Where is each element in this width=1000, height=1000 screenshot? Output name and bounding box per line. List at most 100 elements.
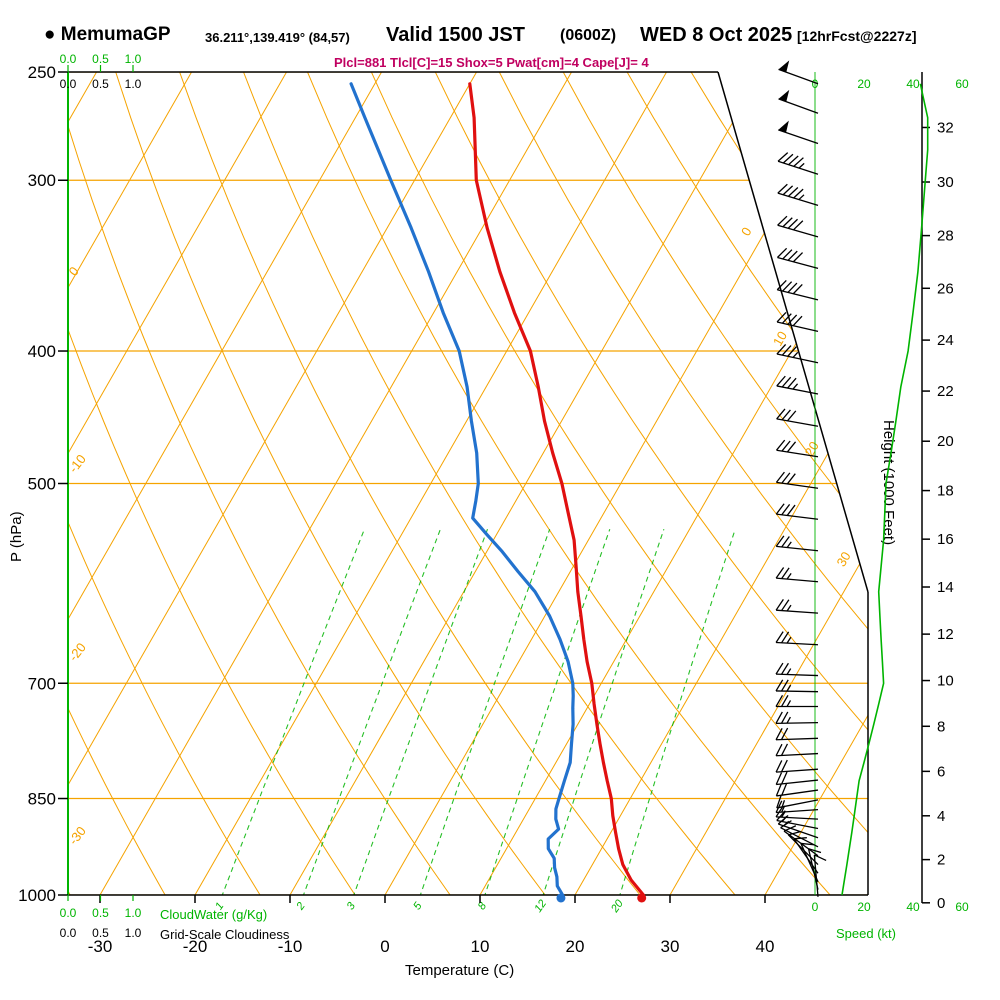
dry-adiabat-line — [307, 72, 857, 895]
cloudwater-scale-label: 0.5 — [92, 906, 109, 920]
dry-adiabat-line — [434, 72, 868, 895]
station-name: MemumaGP — [60, 24, 171, 45]
adiabat-label: -30 — [66, 824, 89, 848]
mixing-ratio-label: 8 — [476, 900, 490, 913]
wind-barb — [778, 89, 819, 114]
height-tick-label: 10 — [937, 673, 954, 690]
pressure-tick-label: 300 — [28, 171, 56, 190]
dry-adiabat-line — [626, 72, 868, 895]
dry-adiabat-line — [115, 72, 568, 895]
mixing-ratio-line — [619, 529, 736, 895]
params-line: Plcl=881 Tlcl[C]=15 Shox=5 Pwat[cm]=4 Ca… — [334, 55, 649, 70]
pressure-tick-label: 250 — [28, 63, 56, 82]
pressure-tick-label: 400 — [28, 342, 56, 361]
wind-barb — [775, 771, 819, 786]
cloudwater-scale-label: 1.0 — [125, 52, 142, 66]
wind-barb — [775, 782, 819, 797]
height-tick-label: 22 — [937, 383, 954, 400]
height-tick-label: 14 — [937, 579, 954, 596]
dewpoint-curve — [349, 82, 575, 897]
isotherm-line — [289, 72, 763, 895]
wind-barb — [775, 631, 819, 646]
temp-tick-label: 40 — [756, 937, 775, 956]
wind-barb — [775, 694, 818, 708]
mixing-ratio-label: 20 — [608, 897, 626, 915]
adiabat-label: -10 — [66, 452, 89, 476]
wind-barb — [777, 215, 819, 238]
cloudwater-scale-label: 1.0 — [125, 906, 142, 920]
wind-barb — [777, 152, 819, 175]
isotherm-line — [194, 72, 668, 895]
temp-tick-label: -20 — [183, 937, 208, 956]
isotherm-line — [574, 72, 868, 895]
isotherm-line — [68, 72, 288, 895]
dry-adiabat-line — [68, 72, 375, 895]
height-tick-label: 28 — [937, 228, 954, 245]
height-tick-label: 12 — [937, 626, 954, 643]
valid-zulu: (0600Z) — [560, 27, 617, 44]
dry-adiabat-line — [818, 72, 868, 895]
isotherm-line — [99, 72, 573, 895]
cloudiness-scale-label: 0.5 — [92, 926, 109, 940]
height-tick-label: 0 — [937, 895, 945, 912]
speed-tick-label: 40 — [906, 77, 920, 91]
wind-barb — [776, 312, 819, 333]
mixing-ratio-label: 3 — [345, 900, 359, 913]
height-tick-label: 2 — [937, 852, 945, 869]
height-tick-label: 16 — [937, 531, 954, 548]
wind-barb — [778, 60, 819, 85]
mixing-ratio-label: 12 — [532, 898, 549, 915]
dry-adiabat-line — [498, 72, 868, 895]
wind-barb — [776, 439, 819, 458]
wind-barb — [776, 375, 819, 395]
pressure-tick-label: 1000 — [18, 886, 56, 905]
wind-barb — [775, 759, 819, 773]
dry-adiabat-line — [947, 72, 1000, 924]
isotherm-line — [68, 72, 193, 895]
pressure-tick-label: 500 — [28, 475, 56, 494]
mixing-ratio-label: 2 — [294, 900, 308, 913]
wind-barb — [775, 679, 819, 693]
temp-tick-label: 20 — [566, 937, 585, 956]
speed-axis-title: Speed (kt) — [836, 926, 896, 941]
cloudiness-scale-label: 0.5 — [92, 77, 109, 91]
wind-barb — [775, 567, 819, 583]
wind-barb — [775, 599, 819, 614]
wind-barb — [775, 800, 819, 814]
mixing-ratio-line — [542, 529, 665, 895]
wind-barb — [783, 825, 819, 857]
surface-temp-dot — [637, 893, 647, 903]
cloudiness-scale-label: 1.0 — [125, 926, 142, 940]
surface-dewpoint-dot — [556, 893, 566, 903]
speed-tick-label: 0 — [812, 900, 819, 914]
mixing-ratio-label: 5 — [411, 900, 425, 913]
mixing-ratio-line — [221, 528, 365, 895]
wind-barb — [778, 120, 819, 145]
temp-tick-label: -30 — [88, 937, 113, 956]
wind-barb — [775, 471, 819, 489]
cloudwater-scale-label: 0.5 — [92, 52, 109, 66]
isotherm-line — [68, 72, 383, 895]
isotherm-label: 30 — [833, 549, 853, 569]
height-tick-label: 8 — [937, 718, 945, 735]
wind-barb — [776, 343, 819, 364]
dry-adiabat-line — [562, 72, 868, 895]
speed-curve — [841, 83, 929, 896]
mixing-ratio-line — [353, 529, 489, 895]
dry-adiabat-line — [68, 72, 183, 895]
dry-adiabat-line — [68, 72, 279, 895]
adiabat-label: -20 — [66, 640, 89, 664]
height-tick-label: 20 — [937, 433, 954, 450]
isotherm-line — [764, 72, 868, 895]
dry-adiabat-line — [754, 72, 868, 895]
pressure-tick-label: 850 — [28, 790, 56, 809]
isotherm-line — [479, 72, 868, 895]
wind-barb — [775, 743, 819, 757]
mixing-ratio-label: 1 — [213, 900, 226, 912]
bullet-icon: ● — [44, 24, 56, 45]
wind-barb — [776, 247, 819, 269]
height-tick-label: 30 — [937, 174, 954, 191]
temp-tick-label: -10 — [278, 937, 303, 956]
